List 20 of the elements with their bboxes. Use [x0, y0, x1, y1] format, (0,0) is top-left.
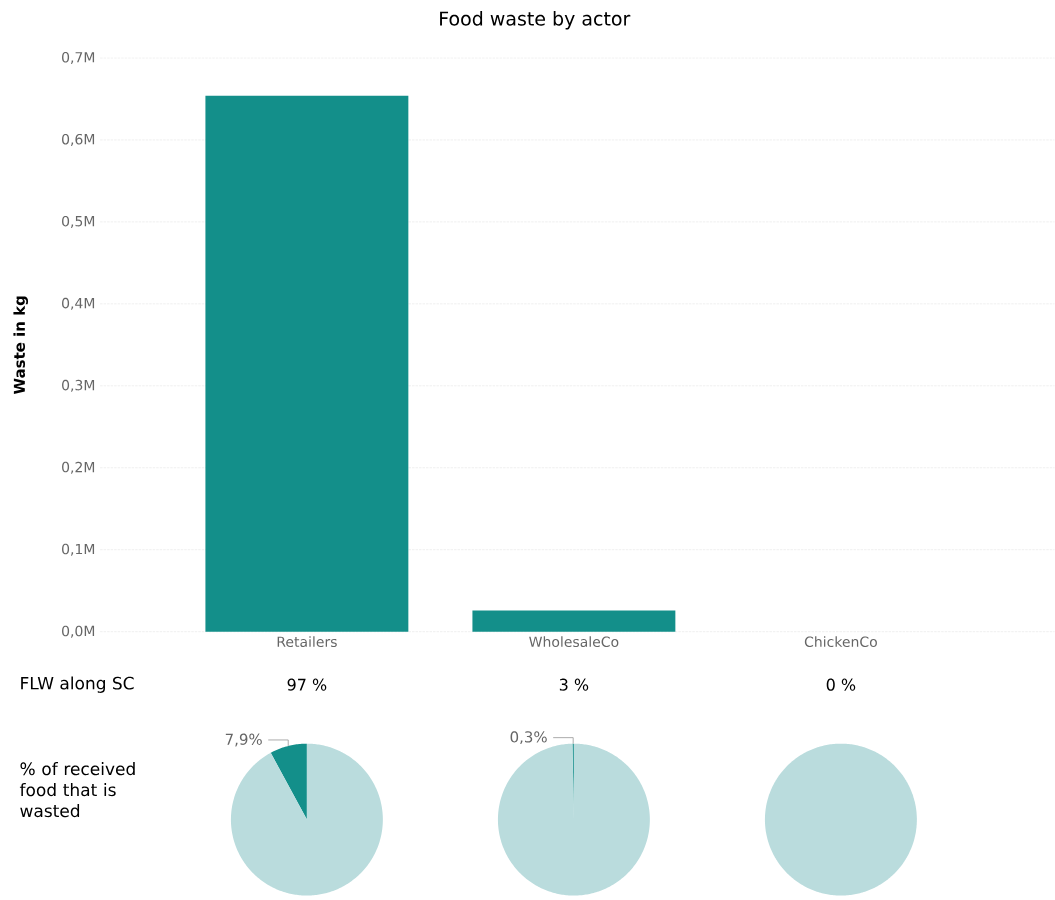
text: % of received food that is wasted	[19, 762, 135, 818]
text: 97 %	[287, 678, 327, 691]
chart-title: Food waste by actor	[440, 11, 631, 30]
y-tick-label: 0,2M	[62, 461, 95, 474]
data-label: 0,3%	[510, 731, 547, 745]
y-tick-label: 0,6M	[62, 134, 95, 147]
y-tick-label: 0,1M	[62, 543, 95, 556]
y-tick-label: 0,3M	[62, 380, 95, 393]
y-tick-label: 0,7M	[62, 52, 95, 65]
text: FLW along SC	[21, 676, 134, 694]
data-label: 7,9%	[225, 733, 262, 747]
text: 0 %	[826, 678, 856, 691]
y-tick-label: 0,0M	[62, 625, 95, 638]
x-tick-label: Retailers	[277, 636, 337, 648]
y-tick-label: 0,5M	[62, 216, 95, 229]
x-tick-label: ChickenCo	[804, 636, 877, 648]
y-tick-label: 0,4M	[62, 298, 95, 311]
x-tick-label: WholesaleCo	[529, 636, 619, 648]
text: 3 %	[559, 678, 589, 691]
y-axis-title: Waste in kg	[13, 296, 29, 395]
